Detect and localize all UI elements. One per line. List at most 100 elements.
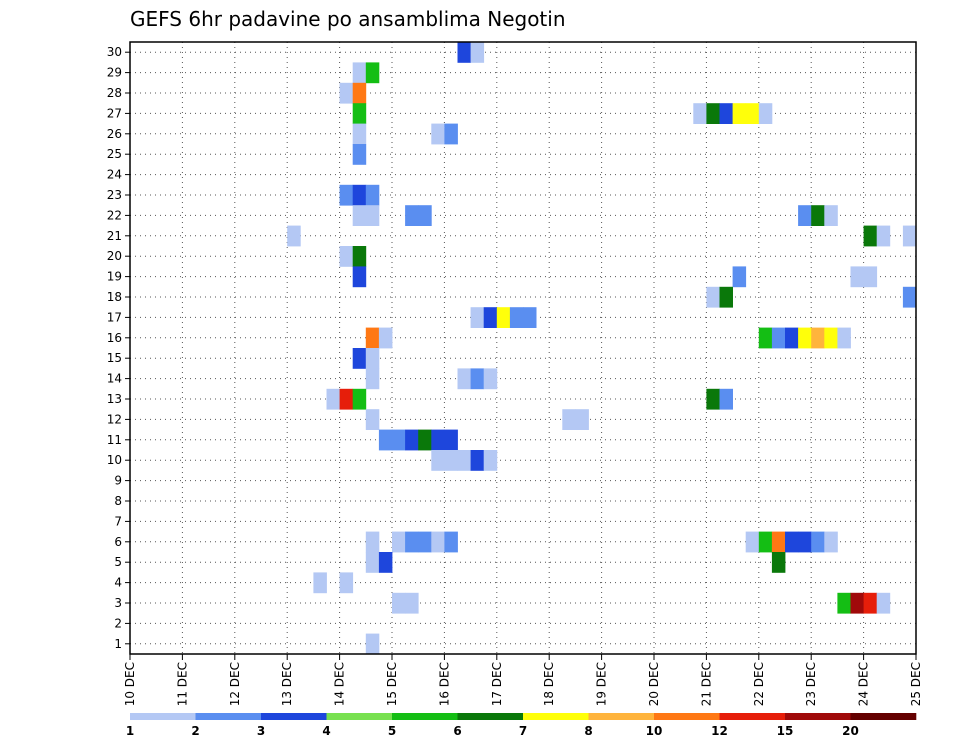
precip-cell xyxy=(339,388,354,410)
precip-cell xyxy=(352,205,367,226)
y-tick-label: 9 xyxy=(114,474,122,488)
precip-cell xyxy=(339,184,354,206)
precip-cell xyxy=(352,62,367,84)
precip-cell xyxy=(798,205,812,226)
x-tick-label: 14 DEC xyxy=(333,662,347,706)
precip-cell xyxy=(365,205,380,226)
x-tick-label: 10 DEC xyxy=(123,662,137,706)
x-tick-label: 13 DEC xyxy=(280,662,294,706)
colorbar-label: 3 xyxy=(257,724,265,738)
x-tick-label: 16 DEC xyxy=(437,662,451,706)
colorbar-swatch xyxy=(654,713,720,720)
precip-cell xyxy=(352,123,367,145)
precip-cell xyxy=(719,286,733,308)
precip-cell xyxy=(863,266,878,288)
precip-cell xyxy=(758,531,773,553)
precip-cell xyxy=(444,429,458,451)
y-tick-label: 30 xyxy=(107,45,122,59)
colorbar-label: 20 xyxy=(842,724,859,738)
precip-cell xyxy=(785,531,799,553)
colorbar-swatch xyxy=(719,713,786,720)
precip-cell xyxy=(352,144,367,165)
precip-cell xyxy=(444,531,458,553)
precip-cell xyxy=(732,103,747,124)
colorbar-swatch xyxy=(130,713,196,720)
colorbar-swatch xyxy=(326,713,393,720)
plot-frame xyxy=(129,41,917,655)
precip-cell xyxy=(352,348,367,369)
colorbar-swatch xyxy=(523,713,589,720)
colorbar-swatch xyxy=(392,713,458,720)
precip-cell xyxy=(418,531,432,553)
precip-cell xyxy=(811,327,825,349)
precip-cell xyxy=(352,184,367,206)
precip-cell xyxy=(405,531,419,553)
y-tick-label: 10 xyxy=(107,453,122,467)
precip-cell xyxy=(771,327,786,349)
precip-cell xyxy=(562,409,576,430)
precip-cell xyxy=(745,103,760,124)
precip-cell xyxy=(457,368,471,390)
precip-cell xyxy=(824,531,838,553)
colorbar-label: 5 xyxy=(388,724,396,738)
y-tick-label: 5 xyxy=(114,555,122,569)
y-tick-label: 2 xyxy=(114,616,122,630)
precip-cell xyxy=(326,388,340,410)
colorbar-label: 4 xyxy=(322,724,330,738)
y-tick-label: 17 xyxy=(107,310,122,324)
precip-cell xyxy=(758,103,773,124)
precip-cell xyxy=(719,388,733,410)
precip-cell xyxy=(352,246,367,267)
precip-cell xyxy=(798,531,812,553)
precip-cell xyxy=(352,388,367,410)
precip-cell xyxy=(798,327,812,349)
y-tick-label: 22 xyxy=(107,208,122,222)
precip-cell xyxy=(863,592,878,614)
precip-cell xyxy=(352,103,367,124)
precip-cell xyxy=(470,368,485,390)
precip-cell xyxy=(287,225,301,247)
precip-cell xyxy=(352,82,367,104)
precip-cell xyxy=(365,531,380,553)
chart-title: GEFS 6hr padavine po ansamblima Negotin xyxy=(130,7,566,31)
colorbar-swatch xyxy=(261,713,327,720)
precip-cell xyxy=(706,388,720,410)
precip-cell xyxy=(365,409,380,430)
precip-cell xyxy=(902,286,917,308)
precip-cell xyxy=(837,327,851,349)
precip-cell xyxy=(824,327,838,349)
colorbar-swatch xyxy=(195,713,262,720)
x-tick-label: 19 DEC xyxy=(595,662,609,706)
x-tick-label: 11 DEC xyxy=(175,662,189,706)
precip-cell xyxy=(732,266,747,288)
precip-cell xyxy=(313,572,327,594)
precip-cell xyxy=(483,450,498,471)
colorbar-label: 10 xyxy=(646,724,663,738)
precip-cell xyxy=(339,572,354,594)
precip-cell xyxy=(509,307,524,328)
x-tick-label: 25 DEC xyxy=(909,662,923,706)
x-tick-label: 18 DEC xyxy=(542,662,556,706)
precip-cell xyxy=(392,592,406,614)
precip-cell xyxy=(771,531,786,553)
colorbar-swatch xyxy=(457,713,524,720)
precip-cell xyxy=(876,592,891,614)
y-tick-label: 28 xyxy=(107,86,122,100)
precip-cell xyxy=(457,42,471,63)
y-tick-label: 20 xyxy=(107,249,122,263)
x-tick-label: 21 DEC xyxy=(699,662,713,706)
precip-cell xyxy=(378,552,393,573)
precip-cell xyxy=(483,307,498,328)
precip-cell xyxy=(837,592,851,614)
precip-cell xyxy=(378,429,393,451)
precip-cell xyxy=(902,225,917,247)
precip-cell xyxy=(693,103,707,124)
y-tick-label: 29 xyxy=(107,66,122,80)
y-tick-label: 4 xyxy=(114,576,122,590)
precip-cell xyxy=(824,205,838,226)
precip-cell xyxy=(706,286,720,308)
precip-cell xyxy=(758,327,773,349)
x-axis-ticks: 10 DEC 11 DEC 12 DEC 13 DEC 14 DEC 15 DEC 16 D… xyxy=(123,654,923,706)
y-tick-label: 19 xyxy=(107,270,122,284)
y-axis-ticks: 1234567891011121314151617181920212223242… xyxy=(107,45,130,651)
